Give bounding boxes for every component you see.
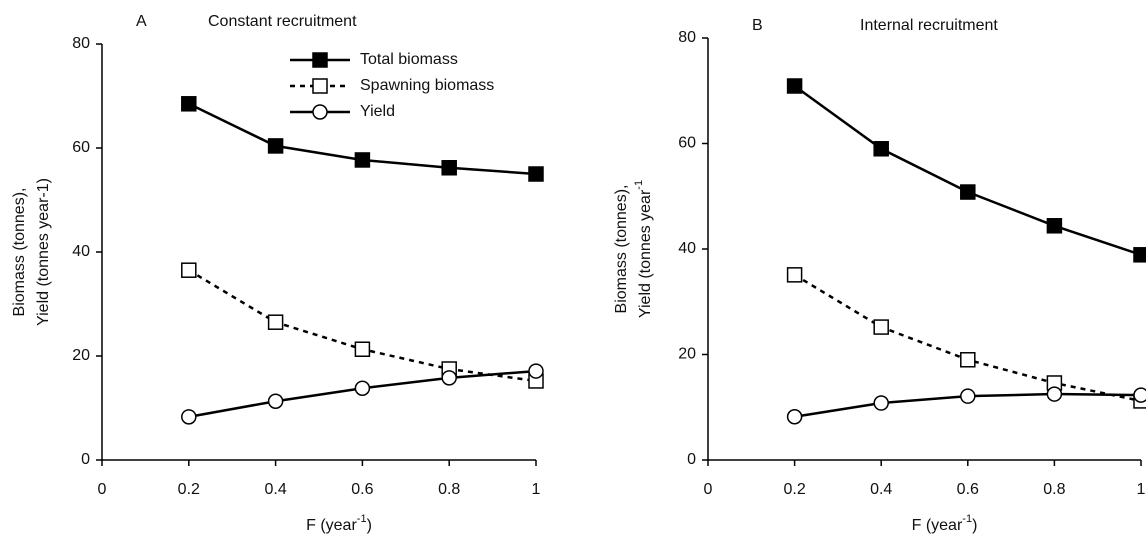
x-axis-label: F (year-1): [912, 513, 978, 534]
y-tick-label: 60: [72, 139, 90, 156]
data-point: [354, 380, 371, 396]
series-line: [793, 84, 1142, 256]
x-tick-label: 0: [704, 481, 713, 498]
chart-title: Internal recruitment: [860, 17, 998, 34]
series-line: [793, 273, 1142, 403]
x-tick-label: 0.2: [178, 481, 200, 498]
x-tick-label: 1: [1137, 481, 1146, 498]
data-point: [873, 141, 889, 157]
x-tick-label: 0.4: [264, 481, 286, 498]
x-tick-label: 0.8: [1043, 481, 1065, 498]
y-axis-label: Biomass (tonnes),: [613, 185, 630, 314]
data-point: [181, 96, 197, 112]
legend-label: Spawning biomass: [360, 77, 494, 94]
data-point: [441, 160, 457, 176]
x-axis-label: F (year-1): [306, 513, 372, 534]
data-point: [873, 319, 889, 335]
legend-label: Yield: [360, 103, 395, 120]
x-tick-label: 0.6: [351, 481, 373, 498]
y-tick-label: 80: [678, 29, 696, 46]
y-tick-label: 20: [678, 346, 696, 363]
y-axis-label-sup: -1: [633, 180, 645, 190]
data-point: [1046, 386, 1063, 402]
x-tick-label: 1: [532, 481, 541, 498]
data-point: [960, 184, 976, 200]
y-tick-label: 80: [72, 35, 90, 52]
x-tick-label: 0.8: [438, 481, 460, 498]
x-tick-label: 0: [98, 481, 107, 498]
panel-label: B: [752, 17, 763, 34]
x-axis-label-sup: -1: [962, 513, 972, 525]
legend-label: Total biomass: [360, 51, 458, 68]
x-axis-label-text: F (year: [306, 517, 357, 534]
data-point: [960, 352, 976, 368]
legend-marker: [312, 104, 328, 120]
data-point: [1133, 387, 1146, 403]
y-tick-label: 0: [81, 451, 90, 468]
data-point: [1046, 218, 1063, 234]
x-axis-label-sup: -1: [357, 513, 367, 525]
y-tick-label: 40: [72, 243, 90, 260]
y-tick-label: 40: [678, 240, 696, 257]
x-tick-label: 0.6: [957, 481, 979, 498]
x-axis-label-end: ): [367, 517, 372, 534]
y-tick-label: 60: [678, 135, 696, 152]
data-point: [1133, 247, 1146, 263]
data-point: [960, 388, 976, 404]
data-point: [181, 409, 197, 425]
series-line: [188, 269, 537, 383]
x-tick-label: 0.2: [783, 481, 805, 498]
legend-marker: [312, 52, 328, 68]
y-axis-label: Biomass (tonnes),: [11, 188, 28, 317]
y-axis-label-text: Yield (tonnes year-1): [35, 178, 52, 326]
x-axis-label-text: F (year: [912, 517, 963, 534]
data-point: [354, 341, 371, 357]
data-point: [786, 78, 803, 94]
data-point: [267, 138, 284, 154]
data-point: [528, 363, 544, 379]
x-axis-label-end: ): [972, 517, 977, 534]
x-tick-label: 0.4: [870, 481, 892, 498]
data-point: [786, 408, 803, 425]
data-point: [267, 393, 284, 409]
data-point: [181, 262, 197, 278]
panel-label: A: [136, 13, 147, 30]
y-axis-label-text: Yield (tonnes year: [637, 189, 654, 318]
data-point: [354, 152, 371, 168]
legend-marker: [312, 78, 328, 94]
data-point: [786, 267, 803, 283]
chart-title: Constant recruitment: [208, 13, 357, 30]
data-point: [267, 314, 284, 330]
data-point: [873, 395, 889, 411]
data-point: [528, 166, 544, 182]
y-tick-label: 20: [72, 347, 90, 364]
y-axis-label: Yield (tonnes year-1): [35, 178, 52, 326]
y-tick-label: 0: [687, 451, 696, 468]
data-point: [441, 370, 457, 386]
y-axis-label: Yield (tonnes year-1: [633, 180, 654, 318]
